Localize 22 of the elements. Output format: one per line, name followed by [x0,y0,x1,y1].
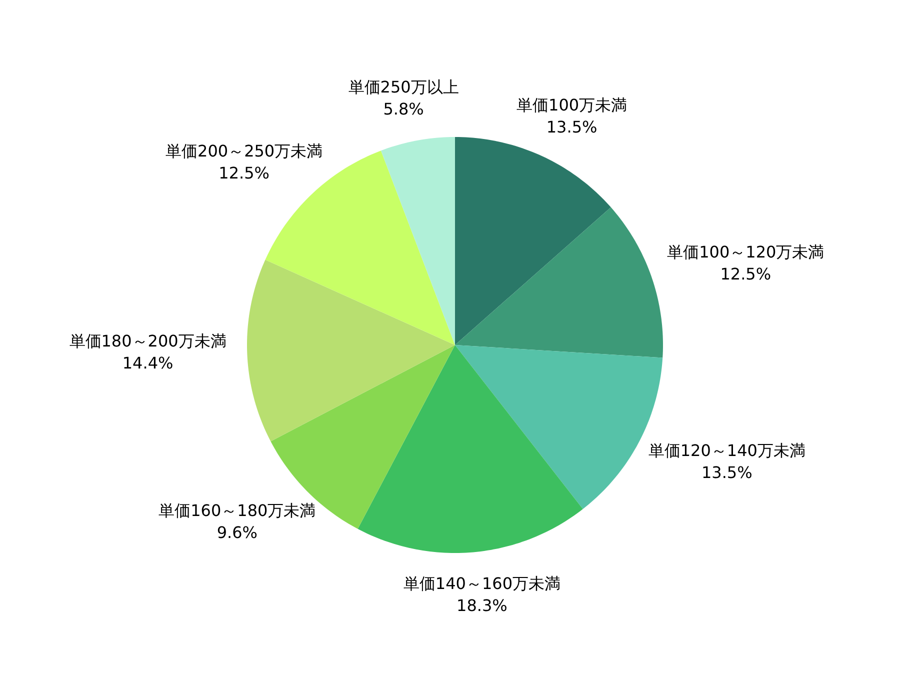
data-label: 13.5% [546,117,598,136]
slice-label: 単価160～180万未満 [158,500,316,520]
data-label: 13.5% [701,462,752,482]
data-label: 9.6% [216,522,258,542]
data-label: 5.8% [383,99,424,118]
slice-label: 単価100万未満 [516,95,628,114]
slice-label: 単価200～250万未満 [166,142,323,161]
data-label: 12.5% [218,164,270,183]
slice-label: 単価250万以上 [348,77,459,96]
slice-label: 単価120～140万未満 [648,440,806,460]
pie-slice [455,207,663,358]
data-label: 18.3% [456,596,508,615]
slice-label: 単価140～160万未満 [403,574,561,593]
pie-slice [380,137,455,345]
pie-slice [455,345,663,510]
slice-label: 単価180～200万未満 [69,331,226,350]
slice-label: 単価100～120万未満 [667,242,824,262]
data-label: 14.4% [122,353,174,372]
pie-slice [358,345,583,553]
pie-slice [455,137,611,345]
pie-slice [247,260,455,442]
data-label: 12.5% [720,264,772,284]
